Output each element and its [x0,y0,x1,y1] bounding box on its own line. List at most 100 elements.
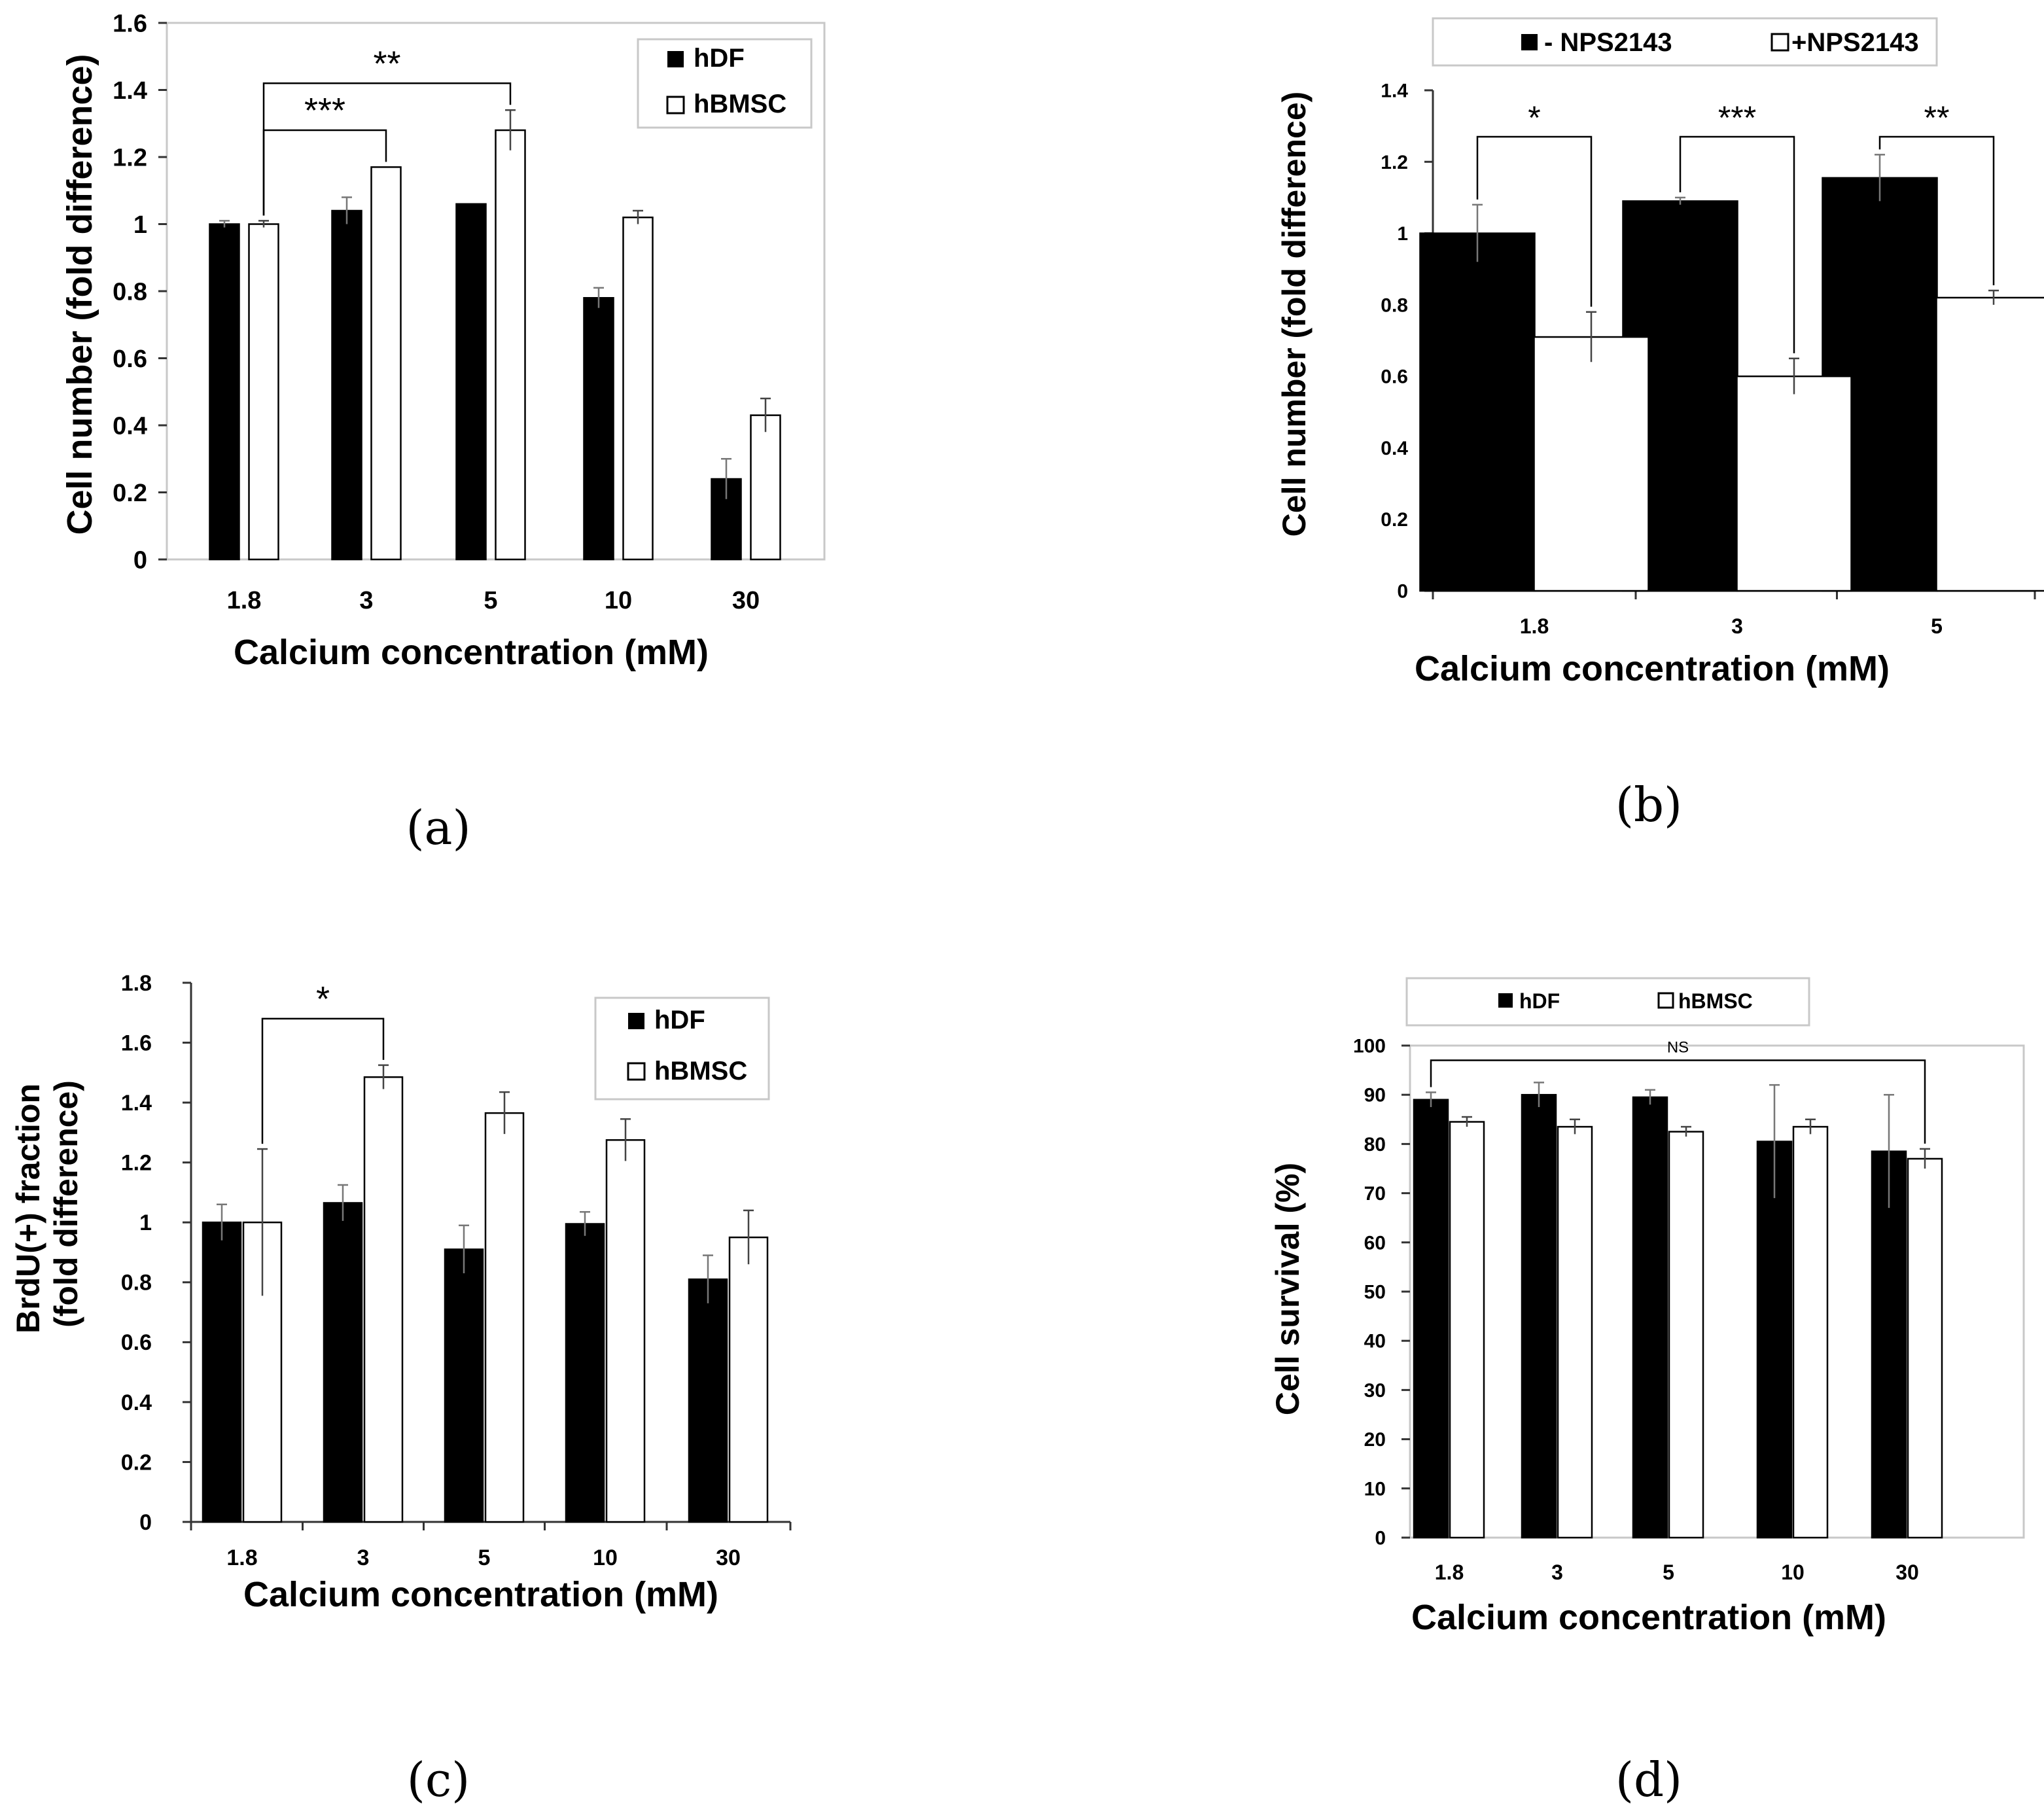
y-tick-label: 0 [1397,581,1408,603]
y-tick-label: 1.4 [1381,80,1408,102]
legend: hDF hBMSC [1405,977,1810,1027]
y-tick-label: 100 [1353,1036,1386,1057]
significance-label: *** [304,91,345,130]
bar-hbmsc [1449,1121,1485,1539]
x-tick-label: 10 [1781,1561,1805,1584]
bar-hbmsc [370,166,402,561]
significance-bracket [262,82,512,216]
legend-swatch-hdf [1498,993,1513,1008]
x-tick-label: 10 [605,587,632,614]
legend-box [1432,17,1938,67]
y-tick-label: 0.6 [1381,366,1408,388]
legend-swatch-plus-nps2143 [1771,33,1789,52]
y-tick-label: 0.2 [113,480,147,507]
y-tick-label: 1 [1397,223,1408,245]
bar-hbmsc [495,129,526,561]
y-tick-label: 0.2 [121,1450,152,1475]
bar-hbmsc [248,223,279,561]
legend-label-hdf: hDF [694,44,745,73]
bar-hdf [1632,1096,1668,1539]
bar-hdf [444,1248,484,1523]
bar-hdf [209,223,240,561]
x-tick-label: 5 [1663,1561,1674,1584]
bar-hbmsc [622,217,654,561]
y-tick-label: 0.8 [113,278,147,306]
y-tick-label: 1.4 [113,77,147,105]
y-tick-label: 0.4 [121,1390,152,1415]
x-tick-label: 1.8 [1520,614,1549,638]
bar-hbmsc [1792,1125,1829,1539]
x-tick-label: 30 [1895,1561,1919,1584]
y-tick-label: 0 [139,1510,152,1535]
bar-hbmsc [1668,1131,1704,1539]
panel-a-chart: 00.20.40.60.811.21.41.6 1.8 3 5 10 30 ***** … [60,10,826,672]
bar-hbmsc [750,414,781,561]
y-tick-label: 0.6 [113,345,147,373]
panel-d-chart: 0 10 20 30 40 50 60 70 80 90 100 1.8 3 5 10 30 NS Cell… [1269,977,2025,1637]
significance-label: * [1528,99,1540,136]
x-tick-label: 30 [716,1545,741,1570]
x-tick-label: 1.8 [226,1545,257,1570]
significance-bracket [1476,135,1593,307]
x-axis-title: Calcium concentration (mM) [1411,1598,1886,1637]
bar-hdf [202,1221,242,1523]
bar-hdf [1756,1140,1793,1539]
y-tick-label: 60 [1364,1232,1386,1254]
bar-nps2143 [1533,336,1649,592]
x-tick-label: 5 [484,587,497,614]
significance-bracket [1430,1059,1926,1144]
bar-hdf [1871,1150,1907,1539]
legend-label-hdf: hDF [1519,989,1560,1013]
y-tick-label: 0.4 [1381,438,1408,459]
bar-hdf [1521,1093,1557,1539]
legend-swatch-hdf [628,1013,644,1029]
bar-hdf [1413,1099,1449,1539]
y-tick-label: 30 [1364,1380,1386,1402]
y-tick-label: 1.2 [113,144,147,171]
bar-hdf [583,297,614,561]
significance-label: * [316,979,330,1019]
y-tick-label: 1 [139,1210,152,1235]
panel-label-d: (d) [1615,1752,1682,1807]
y-axis-title: BrdU(+) fraction (fold difference) [10,1074,84,1333]
y-tick-label: 0.2 [1381,509,1408,531]
bar-hbmsc [1557,1125,1593,1539]
panel-b-chart: 00.20.40.60.811.21.4 1.8 3 5 * *** ** Cell n… [1276,17,2044,688]
significance-label: NS [1667,1039,1689,1057]
y-tick-label: 80 [1364,1134,1386,1155]
bar-hdf [323,1202,363,1523]
x-tick-label: 3 [359,587,373,614]
panel-label-a: (a) [406,800,470,855]
y-tick-label: 0 [1375,1528,1386,1549]
bar-nps2143 [1419,232,1536,592]
x-tick-label: 10 [593,1545,618,1570]
legend-swatch-hbmsc [666,96,685,115]
x-axis-title: Calcium concentration (mM) [1415,649,1890,688]
legend-swatch-hbmsc [627,1062,646,1081]
panel-c-chart: 0 0.2 0.4 0.6 0.8 1 1.2 1.4 1.6 1.8 1.8 3 5 10 30 * B… [10,971,792,1614]
y-tick-label: 1.2 [121,1151,152,1176]
y-axis-title: Cell number (fold difference) [1276,92,1313,537]
panel-label-b: (b) [1615,777,1682,832]
y-tick-label: 20 [1364,1429,1386,1451]
legend-label-hdf: hDF [654,1006,705,1034]
y-axis-title: Cell survival (%) [1269,1163,1306,1415]
x-axis-title: Calcium concentration (mM) [234,633,709,672]
legend: hDF hBMSC [637,38,813,129]
y-tick-label: 0.6 [121,1330,152,1355]
x-axis-title: Calcium concentration (mM) [243,1575,718,1614]
y-tick-label: 70 [1364,1183,1386,1205]
y-tick-label: 1.2 [1381,152,1408,173]
y-tick-label: 50 [1364,1282,1386,1303]
y-tick-label: 0 [133,546,147,574]
x-tick-label: 3 [1731,614,1743,638]
x-tick-label: 5 [1931,614,1943,638]
bar-hbmsc [1907,1157,1943,1539]
bar-hbmsc [484,1112,525,1523]
y-tick-label: 10 [1364,1478,1386,1500]
bar-hbmsc [363,1076,404,1523]
significance-label: ** [373,44,400,83]
legend-box [594,997,770,1101]
bar-hdf [688,1278,728,1523]
